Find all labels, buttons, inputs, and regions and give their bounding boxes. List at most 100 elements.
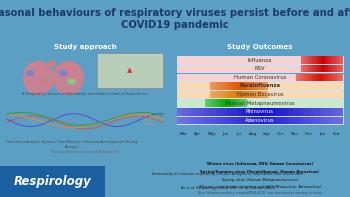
FancyBboxPatch shape [310,65,311,72]
FancyBboxPatch shape [293,108,299,116]
Circle shape [48,61,55,66]
FancyBboxPatch shape [243,108,249,116]
FancyBboxPatch shape [322,56,324,64]
FancyBboxPatch shape [276,108,282,116]
FancyBboxPatch shape [340,56,342,64]
FancyBboxPatch shape [332,73,334,81]
FancyBboxPatch shape [330,56,332,64]
FancyBboxPatch shape [322,65,324,72]
FancyBboxPatch shape [260,108,266,116]
FancyBboxPatch shape [265,108,271,116]
FancyBboxPatch shape [225,82,228,90]
Text: Seasonal behaviours of respiratory viruses persist before and after
COVID19 pand: Seasonal behaviours of respiratory virus… [0,8,350,30]
FancyBboxPatch shape [340,65,342,72]
FancyBboxPatch shape [321,117,327,124]
FancyBboxPatch shape [172,40,348,52]
FancyBboxPatch shape [249,117,254,124]
FancyBboxPatch shape [254,91,257,98]
FancyBboxPatch shape [227,117,232,124]
FancyBboxPatch shape [323,65,325,72]
FancyBboxPatch shape [232,117,238,124]
Ellipse shape [23,61,53,94]
FancyBboxPatch shape [320,65,321,72]
Text: ⧗: ⧗ [145,114,151,124]
FancyBboxPatch shape [229,91,232,98]
Text: Jul: Jul [237,132,242,136]
FancyBboxPatch shape [342,56,343,64]
FancyBboxPatch shape [314,56,315,64]
FancyBboxPatch shape [296,73,298,81]
FancyBboxPatch shape [243,82,245,90]
FancyBboxPatch shape [238,117,244,124]
FancyBboxPatch shape [311,65,313,72]
FancyBboxPatch shape [339,65,340,72]
FancyBboxPatch shape [306,73,307,81]
FancyBboxPatch shape [303,56,304,64]
FancyBboxPatch shape [341,73,343,81]
FancyBboxPatch shape [257,82,259,90]
Text: Seasonality of common respiratory viruses: Analysis of nationwide time-series da: Seasonality of common respiratory viruse… [152,172,303,176]
FancyBboxPatch shape [210,117,216,124]
Circle shape [68,79,75,84]
FancyBboxPatch shape [204,108,210,116]
FancyBboxPatch shape [335,65,336,72]
FancyBboxPatch shape [321,65,322,72]
FancyBboxPatch shape [317,65,318,72]
FancyBboxPatch shape [309,73,310,81]
FancyBboxPatch shape [254,82,257,90]
FancyBboxPatch shape [209,99,211,107]
FancyBboxPatch shape [224,91,226,98]
FancyBboxPatch shape [194,117,199,124]
FancyBboxPatch shape [307,56,308,64]
FancyBboxPatch shape [303,65,304,72]
Text: Jun: Jun [222,132,229,136]
FancyBboxPatch shape [328,65,329,72]
Text: RSV: RSV [254,66,265,71]
FancyBboxPatch shape [324,73,326,81]
FancyBboxPatch shape [215,99,216,107]
FancyBboxPatch shape [323,56,325,64]
FancyBboxPatch shape [312,73,314,81]
FancyBboxPatch shape [304,108,310,116]
FancyBboxPatch shape [224,82,226,90]
Ellipse shape [53,61,83,94]
Text: Time-Series Analysis (Dynamic Time Warping + Seasonal Autoregressive Moving Aver: Time-Series Analysis (Dynamic Time Warpi… [6,140,137,149]
FancyBboxPatch shape [227,108,232,116]
FancyBboxPatch shape [244,99,245,107]
FancyBboxPatch shape [177,65,343,72]
FancyBboxPatch shape [301,73,303,81]
FancyBboxPatch shape [182,108,188,116]
FancyBboxPatch shape [265,117,271,124]
FancyBboxPatch shape [253,82,255,90]
FancyBboxPatch shape [216,91,218,98]
FancyBboxPatch shape [315,108,321,116]
FancyBboxPatch shape [204,117,210,124]
FancyBboxPatch shape [245,82,247,90]
FancyBboxPatch shape [249,108,254,116]
FancyBboxPatch shape [177,82,343,90]
FancyBboxPatch shape [326,108,332,116]
FancyBboxPatch shape [211,99,212,107]
FancyBboxPatch shape [218,82,220,90]
FancyBboxPatch shape [315,73,317,81]
Text: This visual abstract is created with BioRender.com: This visual abstract is created with Bio… [50,150,119,154]
FancyBboxPatch shape [337,73,338,81]
Ellipse shape [25,63,45,84]
FancyBboxPatch shape [262,91,265,98]
Text: Study approach: Study approach [54,44,116,50]
FancyBboxPatch shape [222,82,224,90]
FancyBboxPatch shape [288,117,293,124]
FancyBboxPatch shape [177,108,182,116]
FancyBboxPatch shape [210,108,216,116]
FancyBboxPatch shape [329,65,331,72]
FancyBboxPatch shape [336,65,338,72]
FancyBboxPatch shape [241,99,243,107]
FancyBboxPatch shape [249,91,251,98]
FancyBboxPatch shape [337,117,343,124]
Text: An et al. Respirology 2024. DOI: 10.1111/resp.14838: An et al. Respirology 2024. DOI: 10.1111… [180,186,275,190]
FancyBboxPatch shape [224,99,226,107]
FancyBboxPatch shape [317,56,318,64]
FancyBboxPatch shape [214,91,216,98]
FancyBboxPatch shape [304,56,306,64]
FancyBboxPatch shape [226,99,228,107]
